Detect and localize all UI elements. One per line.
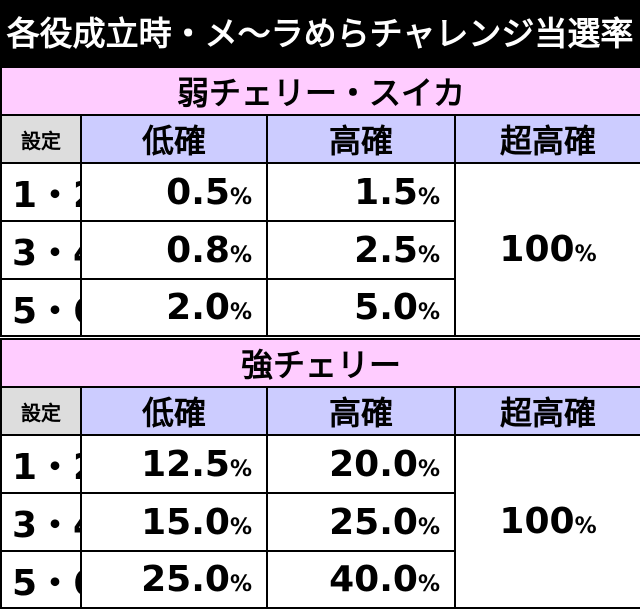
header-super: 超高確 bbox=[453, 386, 640, 436]
table-row: 5・6 2.0% 5.0% bbox=[0, 278, 640, 337]
table-row: 3・4 15.0% 25.0% bbox=[0, 492, 640, 552]
low-rate-cell: 0.5% bbox=[80, 162, 268, 222]
percent-unit: % bbox=[417, 184, 440, 210]
section-title: 弱チェリー・スイカ bbox=[0, 66, 640, 116]
high-rate-value: 2.5 bbox=[354, 229, 418, 271]
table-row: 3・4 0.8% 2.5% bbox=[0, 220, 640, 280]
percent-unit: % bbox=[229, 184, 252, 210]
setting-cell: 5・6 bbox=[0, 550, 82, 609]
percent-unit: % bbox=[417, 572, 440, 597]
high-rate-cell: 25.0% bbox=[266, 492, 456, 552]
high-rate-value: 40.0 bbox=[329, 559, 418, 600]
super-rate-value: 100 bbox=[499, 229, 575, 270]
high-rate-cell: 40.0% bbox=[266, 550, 456, 609]
page-title: 各役成立時・メ〜ラめらチャレンジ当選率 bbox=[0, 0, 640, 68]
rate-table-weak-cherry-suika: 弱チェリー・スイカ 設定 低確 高確 超高確 1・2 0.5% 1.5% 100… bbox=[0, 66, 640, 337]
percent-unit: % bbox=[417, 514, 440, 540]
header-setting: 設定 bbox=[0, 386, 82, 436]
high-rate-value: 5.0 bbox=[354, 287, 418, 328]
setting-cell: 1・2 bbox=[0, 434, 82, 494]
header-setting: 設定 bbox=[0, 114, 82, 164]
high-rate-cell: 1.5% bbox=[266, 162, 456, 222]
low-rate-cell: 0.8% bbox=[80, 220, 268, 280]
table-row: 5・6 25.0% 40.0% bbox=[0, 550, 640, 609]
percent-unit: % bbox=[229, 300, 252, 325]
low-rate-value: 15.0 bbox=[141, 501, 230, 543]
setting-cell: 5・6 bbox=[0, 278, 82, 337]
header-low: 低確 bbox=[80, 386, 268, 436]
high-rate-value: 1.5 bbox=[354, 171, 418, 213]
table-row: 1・2 0.5% 1.5% 100% bbox=[0, 162, 640, 337]
super-rate-cell: 100% bbox=[453, 434, 640, 609]
setting-cell: 3・4 bbox=[0, 492, 82, 552]
low-rate-value: 0.5 bbox=[166, 171, 230, 213]
section-title: 強チェリー bbox=[0, 338, 640, 388]
percent-unit: % bbox=[574, 242, 597, 267]
super-rate-cell: 100% bbox=[453, 162, 640, 337]
percent-unit: % bbox=[229, 242, 252, 268]
header-high: 高確 bbox=[266, 386, 456, 436]
percent-unit: % bbox=[229, 456, 252, 482]
header-high: 高確 bbox=[266, 114, 456, 164]
percent-unit: % bbox=[417, 456, 440, 482]
low-rate-cell: 2.0% bbox=[80, 278, 268, 337]
percent-unit: % bbox=[417, 242, 440, 268]
low-rate-cell: 12.5% bbox=[80, 434, 268, 494]
rate-table-strong-cherry: 強チェリー 設定 低確 高確 超高確 1・2 12.5% 20.0% 100% … bbox=[0, 338, 640, 609]
low-rate-value: 0.8 bbox=[166, 229, 230, 271]
high-rate-cell: 2.5% bbox=[266, 220, 456, 280]
high-rate-cell: 20.0% bbox=[266, 434, 456, 494]
low-rate-cell: 15.0% bbox=[80, 492, 268, 552]
percent-unit: % bbox=[229, 514, 252, 540]
low-rate-value: 2.0 bbox=[166, 287, 230, 328]
high-rate-cell: 5.0% bbox=[266, 278, 456, 337]
table-row: 1・2 12.5% 20.0% 100% bbox=[0, 434, 640, 609]
percent-unit: % bbox=[574, 514, 597, 539]
super-rate-value: 100 bbox=[499, 501, 575, 542]
low-rate-value: 25.0 bbox=[141, 559, 230, 600]
setting-cell: 1・2 bbox=[0, 162, 82, 222]
header-super: 超高確 bbox=[453, 114, 640, 164]
percent-unit: % bbox=[417, 300, 440, 325]
percent-unit: % bbox=[229, 572, 252, 597]
setting-cell: 3・4 bbox=[0, 220, 82, 280]
high-rate-value: 20.0 bbox=[329, 443, 418, 485]
low-rate-cell: 25.0% bbox=[80, 550, 268, 609]
header-low: 低確 bbox=[80, 114, 268, 164]
low-rate-value: 12.5 bbox=[141, 443, 230, 485]
high-rate-value: 25.0 bbox=[329, 501, 418, 543]
